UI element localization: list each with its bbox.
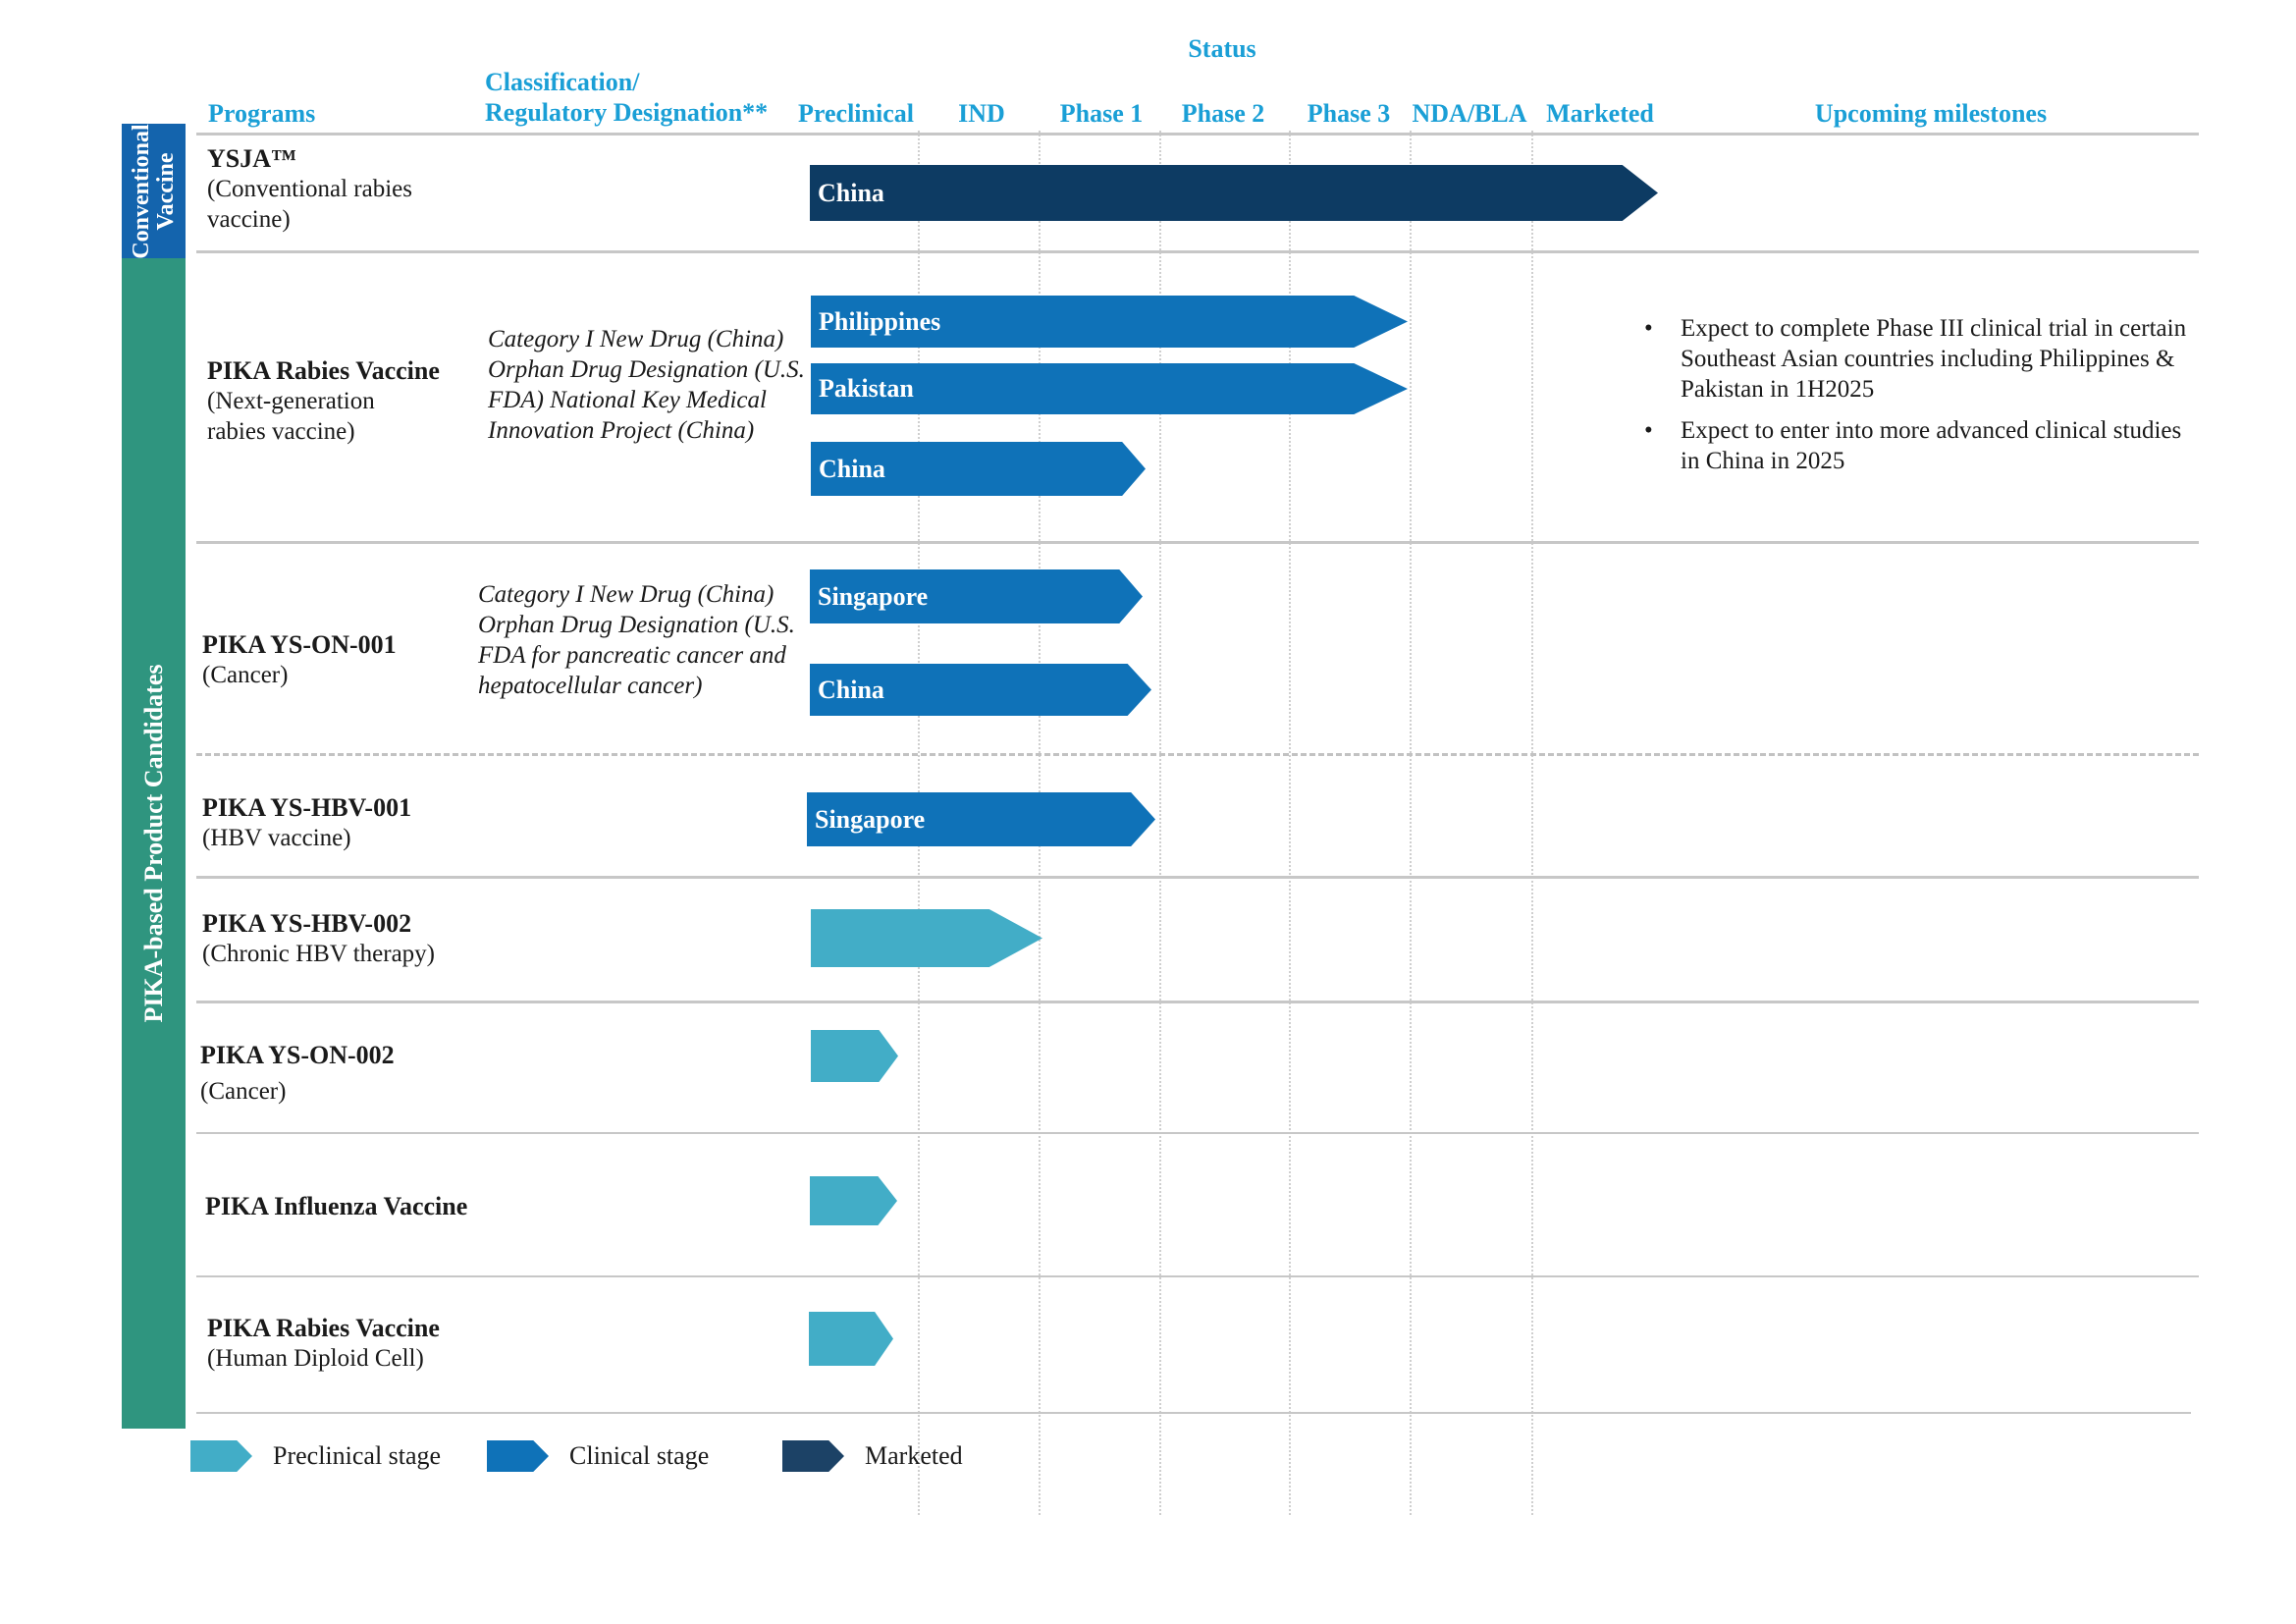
conventional-label-line1: Conventional xyxy=(128,123,154,259)
stage-arrow-clinical: China xyxy=(810,664,1151,716)
program-name-ys-hbv-001: PIKA YS-HBV-001 xyxy=(202,793,412,822)
program-name-ysja: YSJA™ xyxy=(207,144,297,173)
program-name-pika-influenza: PIKA Influenza Vaccine xyxy=(205,1192,468,1220)
divider-nda-marketed xyxy=(1531,131,1533,1515)
arrow-label: Singapore xyxy=(818,581,929,611)
stage-header-nda-bla: NDA/BLA xyxy=(1412,99,1527,128)
program-desc-ys-hbv-002: (Chronic HBV therapy) xyxy=(202,941,435,967)
stage-header-phase3: Phase 3 xyxy=(1307,99,1391,128)
milestone-item: Expect to complete Phase III clinical tr… xyxy=(1642,313,2202,405)
legend-preclinical-label: Preclinical stage xyxy=(273,1441,442,1470)
stage-arrow-marketed: China xyxy=(810,165,1658,221)
row-separator xyxy=(196,250,2199,253)
legend-marketed-label: Marketed xyxy=(865,1441,963,1470)
stage-header-ind: IND xyxy=(958,99,1005,128)
stage-arrow-clinical: Pakistan xyxy=(811,363,1408,414)
milestone-item: Expect to enter into more advanced clini… xyxy=(1642,415,2202,476)
conventional-vaccine-band: Conventional Vaccine xyxy=(122,124,186,258)
row-separator xyxy=(196,1412,2191,1414)
program-name-pika-rabies-hdc: PIKA Rabies Vaccine xyxy=(207,1314,440,1342)
milestones-list: Expect to complete Phase III clinical tr… xyxy=(1642,313,2202,487)
legend-clinical-label: Clinical stage xyxy=(569,1441,710,1470)
arrow-label: Pakistan xyxy=(819,374,914,403)
program-desc-ys-on-002: (Cancer) xyxy=(200,1078,287,1105)
classification-header: Classification/ Regulatory Designation** xyxy=(485,67,768,128)
program-desc-ys-on-001: (Cancer) xyxy=(202,662,289,688)
classification-header-line1: Classification/ xyxy=(485,68,640,96)
program-name-pika-rabies: PIKA Rabies Vaccine xyxy=(207,356,440,385)
stage-arrow-clinical: Singapore xyxy=(807,792,1155,846)
classification-pika-rabies: Category I New Drug (China) Orphan Drug … xyxy=(488,326,805,444)
stage-arrow-clinical: China xyxy=(811,442,1146,496)
pika-candidates-label: PIKA-based Product Candidates xyxy=(138,664,168,1023)
pika-candidates-band: PIKA-based Product Candidates xyxy=(122,258,186,1429)
stage-header-phase2: Phase 2 xyxy=(1181,99,1265,128)
stage-arrow-preclinical xyxy=(811,909,1042,967)
row-separator xyxy=(196,541,2199,544)
legend-clinical-swatch xyxy=(487,1440,549,1472)
divider-phase1-phase2 xyxy=(1159,131,1161,1515)
divider-phase3-nda xyxy=(1410,131,1412,1515)
stage-header-phase1: Phase 1 xyxy=(1059,99,1144,128)
legend-marketed-swatch xyxy=(782,1440,844,1472)
arrow-label: Singapore xyxy=(815,804,926,834)
program-desc-pika-rabies: (Next-generation rabies vaccine) xyxy=(207,388,375,445)
legend-preclinical-swatch xyxy=(190,1440,252,1472)
milestones-header: Upcoming milestones xyxy=(1814,99,2048,128)
program-name-ys-on-001: PIKA YS-ON-001 xyxy=(202,630,397,659)
arrow-label: China xyxy=(818,178,884,207)
stage-arrow-preclinical xyxy=(811,1030,898,1082)
status-header: Status xyxy=(1188,34,1256,63)
stage-arrow-preclinical xyxy=(809,1312,893,1366)
row-separator xyxy=(196,1275,2199,1277)
divider-phase2-phase3 xyxy=(1289,131,1291,1515)
stage-header-marketed: Marketed xyxy=(1546,99,1654,128)
stage-header-preclinical: Preclinical xyxy=(798,99,914,128)
stage-arrow-clinical: Philippines xyxy=(811,296,1408,348)
row-separator-dashed xyxy=(196,753,2199,756)
row-separator xyxy=(196,876,2199,879)
classification-header-line2: Regulatory Designation** xyxy=(485,98,769,127)
conventional-vaccine-label: Conventional Vaccine xyxy=(128,123,179,259)
row-separator xyxy=(196,1132,2199,1134)
arrow-label: China xyxy=(818,675,884,704)
programs-header: Programs xyxy=(208,99,316,128)
row-separator xyxy=(196,1001,2199,1003)
classification-ys-on-001: Category I New Drug (China) Orphan Drug … xyxy=(478,581,795,699)
program-desc-ys-hbv-001: (HBV vaccine) xyxy=(202,825,351,851)
program-desc-pika-rabies-hdc: (Human Diploid Cell) xyxy=(207,1345,424,1372)
program-name-ys-on-002: PIKA YS-ON-002 xyxy=(200,1041,395,1069)
program-desc-ysja: (Conventional rabies vaccine) xyxy=(207,176,412,233)
arrow-label: Philippines xyxy=(819,306,941,336)
program-name-ys-hbv-002: PIKA YS-HBV-002 xyxy=(202,909,412,938)
stage-arrow-preclinical xyxy=(810,1176,897,1225)
conventional-label-line2: Vaccine xyxy=(152,151,179,231)
arrow-label: China xyxy=(819,454,885,483)
stage-arrow-clinical: Singapore xyxy=(810,569,1143,623)
header-rule xyxy=(196,133,2199,135)
